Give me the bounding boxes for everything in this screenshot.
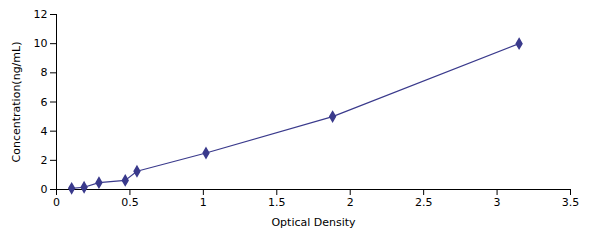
svg-text:4: 4 (41, 125, 48, 138)
svg-text:Concentration(ng/mL): Concentration(ng/mL) (10, 42, 23, 163)
svg-text:12: 12 (34, 8, 48, 21)
svg-text:0.5: 0.5 (121, 196, 139, 209)
svg-text:Optical Density: Optical Density (271, 216, 356, 229)
svg-text:1: 1 (200, 196, 207, 209)
svg-text:2: 2 (41, 154, 48, 167)
svg-text:2.5: 2.5 (415, 196, 433, 209)
svg-text:1.5: 1.5 (268, 196, 286, 209)
svg-text:6: 6 (41, 96, 48, 109)
svg-text:0: 0 (53, 196, 60, 209)
svg-text:8: 8 (41, 66, 48, 79)
svg-text:0: 0 (41, 183, 48, 196)
svg-text:10: 10 (34, 37, 48, 50)
svg-text:3.5: 3.5 (562, 196, 580, 209)
svg-text:2: 2 (347, 196, 354, 209)
svg-text:3: 3 (494, 196, 501, 209)
